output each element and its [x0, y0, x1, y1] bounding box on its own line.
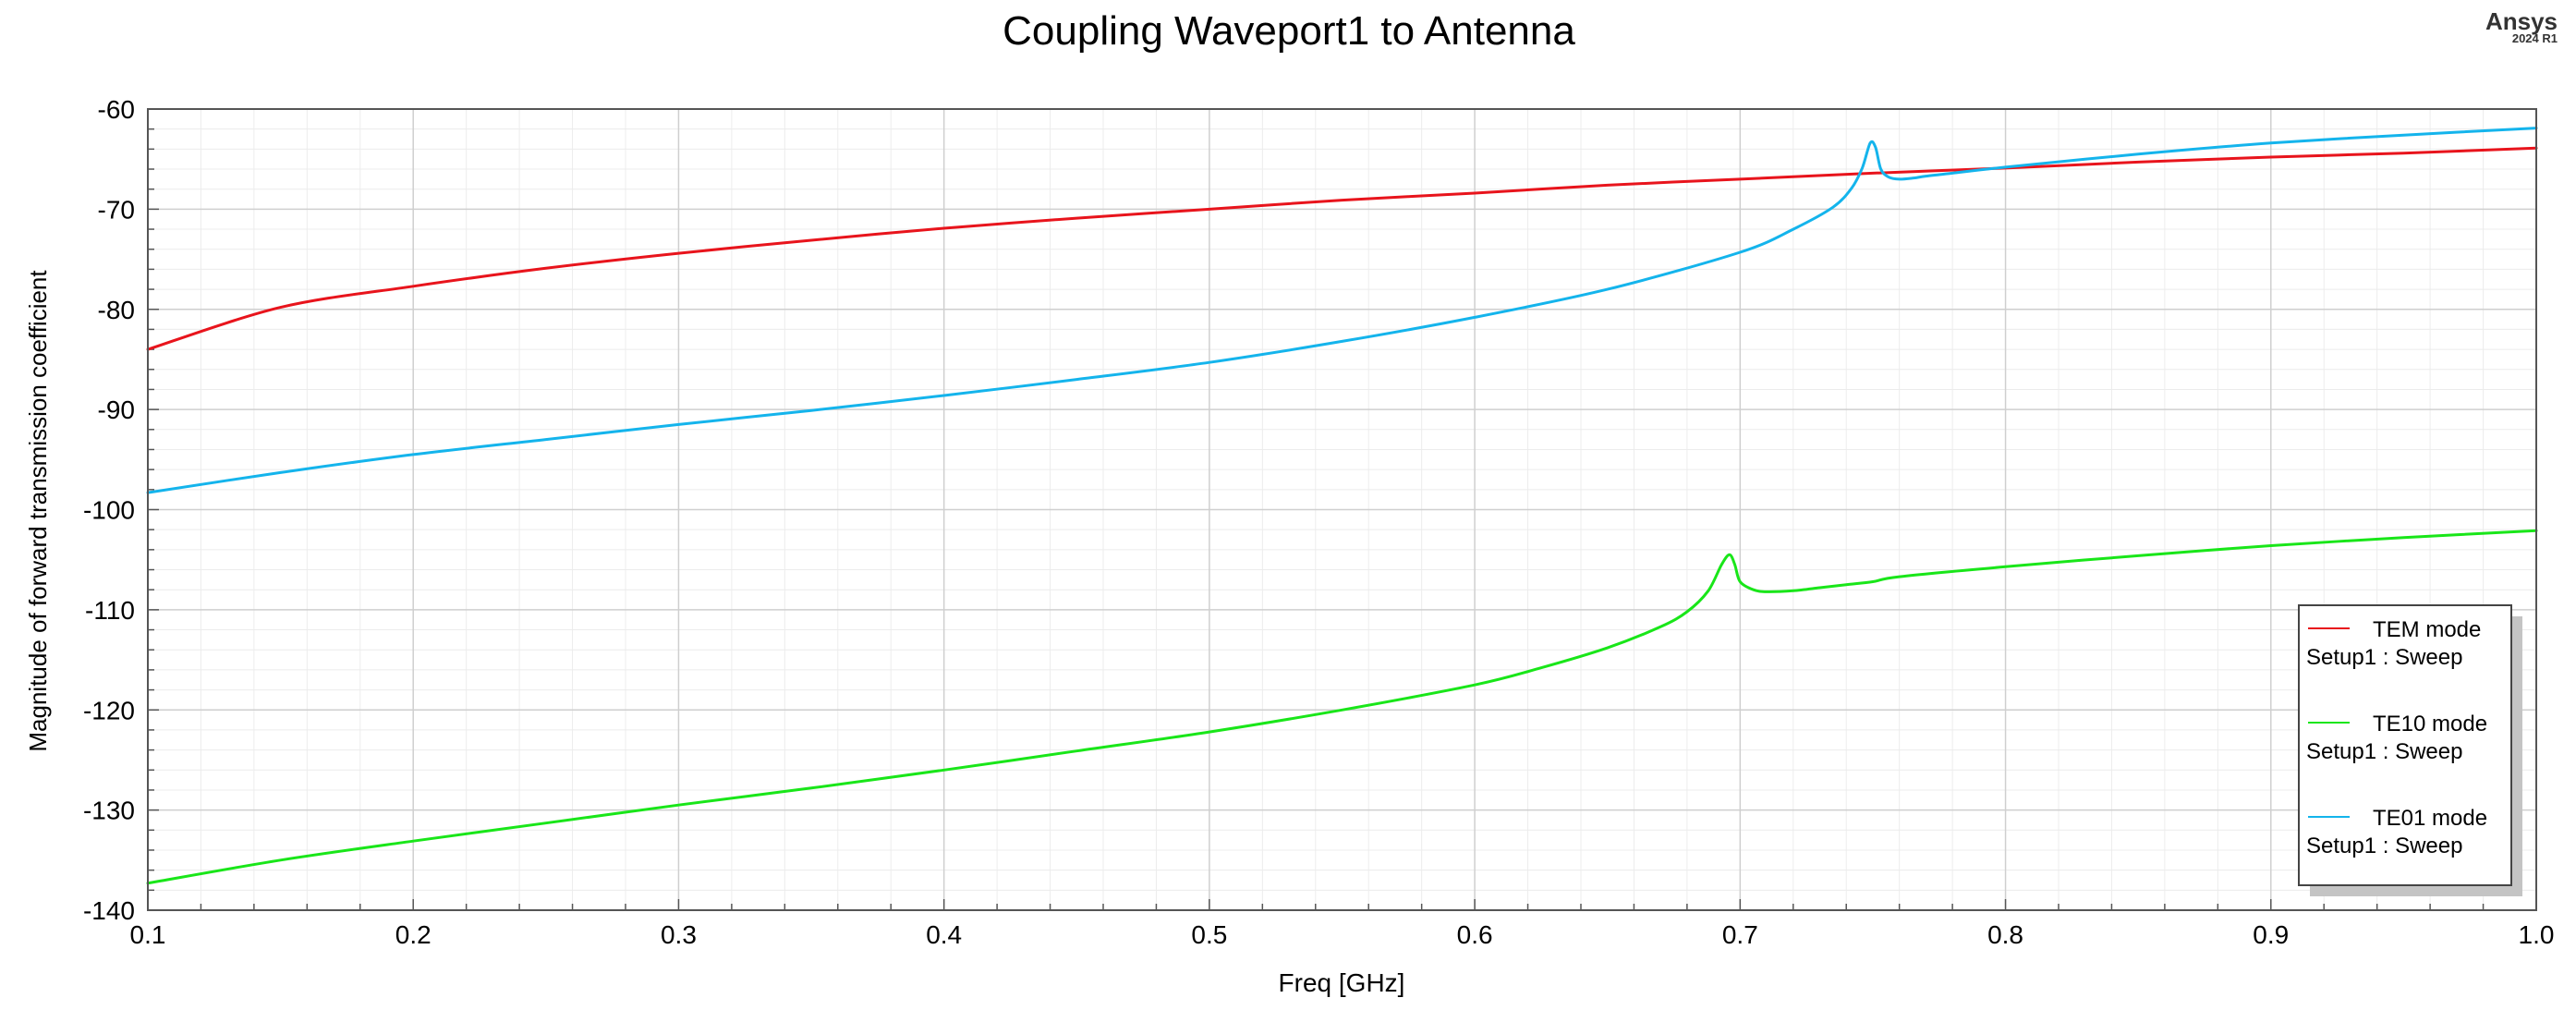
legend-sublabel: Setup1 : Sweep: [2306, 834, 2462, 858]
x-tick-label: 1.0: [2519, 920, 2555, 949]
legend-sublabel: Setup1 : Sweep: [2306, 739, 2462, 764]
x-tick-label: 0.8: [1987, 920, 2023, 949]
y-axis-label: Magnitude of forward transmission coeffi…: [24, 270, 52, 752]
series-line-2: [146, 529, 2538, 885]
y-tick-label: -120: [83, 696, 135, 724]
legend-box: [2298, 604, 2512, 886]
y-tick-label: -110: [85, 596, 135, 625]
x-tick-label: 0.7: [1722, 920, 1758, 949]
y-tick-label: -130: [83, 797, 135, 825]
x-tick-label: 0.6: [1457, 920, 1493, 949]
brand-name: Ansys: [2485, 7, 2558, 35]
x-tick-label: 0.1: [130, 920, 166, 949]
x-tick-label: 0.5: [1191, 920, 1227, 949]
brand-version: 2024 R1: [2511, 31, 2558, 45]
grid: [147, 108, 2537, 911]
legend: TEM mode Setup1 : Sweep TE10 mode Setup1 : …: [2298, 604, 2522, 896]
plot-frame: [147, 108, 2537, 911]
x-tick-label: 0.3: [661, 920, 697, 949]
legend-label: TEM mode: [2373, 617, 2481, 642]
x-tick-label: 0.4: [926, 920, 962, 949]
y-tick-label: -100: [83, 496, 135, 525]
y-tick-label: -80: [98, 296, 135, 324]
axis-ticks: 0.1 0.2 0.3 0.4 0.5 0.6 0.7 0.8 0.9 1.0 -60 -70 -80 -…: [83, 95, 2555, 949]
legend-label: TE01 mode: [2373, 806, 2487, 831]
series-line-1: [146, 146, 2538, 351]
x-tick-label: 0.2: [395, 920, 431, 949]
chart-title: Coupling Waveport1 to Antenna: [1002, 8, 1575, 54]
y-tick-label: -140: [83, 896, 135, 925]
x-tick-label: 0.9: [2253, 920, 2289, 949]
y-tick-label: -90: [98, 395, 135, 424]
y-tick-label: -70: [98, 195, 135, 224]
brand-logo: Ansys 2024 R1: [2485, 7, 2558, 45]
legend-label: TE10 mode: [2373, 712, 2487, 736]
series-line-3: [146, 127, 2538, 494]
series-lines: [146, 127, 2538, 885]
legend-sublabel: Setup1 : Sweep: [2306, 645, 2462, 670]
x-axis-label: Freq [GHz]: [1279, 968, 1405, 997]
y-tick-label: -60: [98, 95, 135, 124]
